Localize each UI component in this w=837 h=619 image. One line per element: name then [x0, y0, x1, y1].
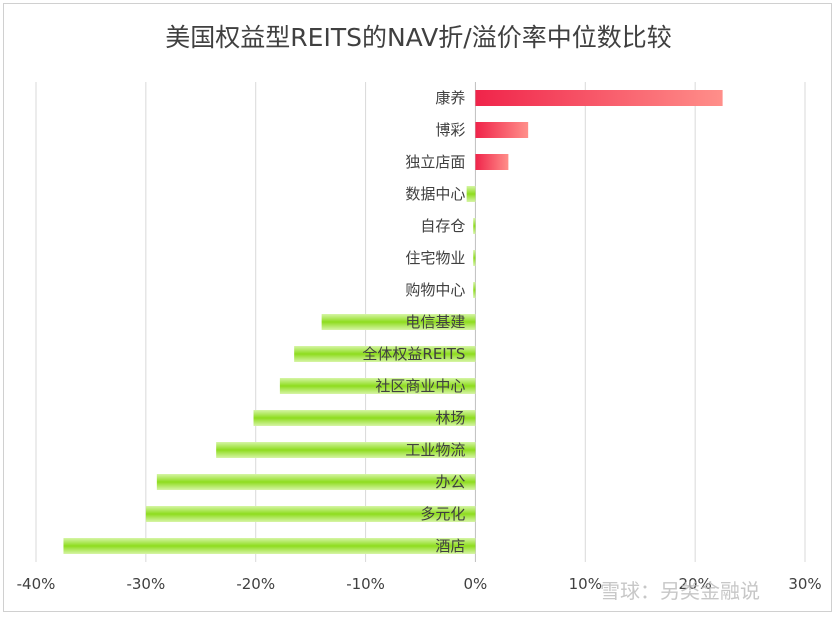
chart-title: 美国权益型REITS的NAV折/溢价率中位数比较 — [165, 23, 672, 52]
category-label: 购物中心 — [405, 281, 465, 299]
bar-4 — [473, 218, 476, 234]
bar-12 — [156, 474, 476, 490]
bar-13 — [145, 506, 476, 522]
x-tick-label: 0% — [464, 575, 488, 593]
bar-2 — [475, 154, 509, 170]
category-label: 社区商业中心 — [375, 377, 465, 395]
bar-6 — [473, 282, 476, 298]
x-tick-label: 20% — [678, 575, 711, 593]
watermark-text: 雪球：另类金融说 — [600, 579, 760, 603]
x-tick-label: 10% — [569, 575, 602, 593]
category-label: 数据中心 — [405, 185, 465, 203]
bar-0 — [475, 90, 723, 106]
bar-9 — [279, 378, 476, 394]
bar-5 — [473, 250, 476, 266]
x-axis-ticks: -40% -30% -20% -10% 0% 10% 20% 30% — [17, 575, 822, 593]
bar-3 — [466, 186, 476, 202]
category-label: 工业物流 — [405, 441, 465, 459]
bar-14 — [63, 538, 476, 554]
category-label: 全体权益REITS — [362, 345, 465, 363]
category-label: 酒店 — [435, 537, 465, 555]
bar-11 — [216, 442, 476, 458]
category-label: 住宅物业 — [405, 249, 465, 267]
x-tick-label: -30% — [126, 575, 165, 593]
category-label: 博彩 — [435, 121, 465, 139]
x-tick-label: -20% — [236, 575, 275, 593]
bars — [63, 90, 723, 554]
category-label: 康养 — [435, 89, 465, 107]
category-label: 林场 — [435, 409, 465, 427]
category-label: 多元化 — [420, 505, 465, 523]
category-label: 办公 — [435, 473, 465, 491]
bar-8 — [294, 346, 476, 362]
x-tick-label: -10% — [346, 575, 385, 593]
x-tick-label: 30% — [788, 575, 821, 593]
bar-7 — [321, 314, 476, 330]
bar-10 — [253, 410, 476, 426]
category-label: 自存仓 — [420, 217, 465, 235]
bar-1 — [475, 122, 529, 138]
x-tick-label: -40% — [17, 575, 56, 593]
category-label: 独立店面 — [405, 153, 465, 171]
category-label: 电信基建 — [405, 313, 465, 331]
